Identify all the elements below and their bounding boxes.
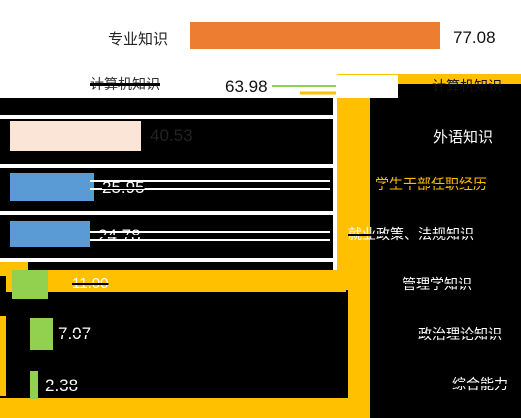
category-label-right-5: 管理学知识	[402, 274, 472, 294]
value-label-5: 24.78	[98, 226, 141, 246]
value-label-1: 77.08	[453, 28, 496, 48]
row-separator-1	[0, 115, 333, 119]
bar-8	[30, 371, 38, 399]
category-label-right-3: 学生干部任职经历	[375, 174, 487, 194]
value-label-4: 25.95	[102, 178, 145, 198]
category-label-right-1: 计算机知识	[432, 76, 502, 96]
row-separator-4	[0, 258, 333, 262]
yellow-left-edge	[0, 316, 6, 396]
category-label-right-2: 外语知识	[433, 126, 493, 147]
row-separator-2	[0, 164, 333, 168]
bar-1	[190, 22, 440, 49]
category-label-top-1: 专业知识	[108, 28, 168, 49]
category-label-right-4: 就业政策、法规知识	[348, 224, 474, 244]
value-label-3: 40.53	[150, 126, 193, 146]
bar-4	[10, 173, 94, 201]
category-label-right-6: 政治理论知识	[418, 324, 502, 344]
category-label-top-2: 计算机知识	[90, 74, 160, 94]
yellow-band-a	[6, 270, 346, 292]
row-separator-3	[0, 211, 333, 215]
bar-2	[190, 75, 210, 98]
value-label-8: 2.38	[45, 376, 78, 396]
bar-7	[30, 318, 53, 350]
yellow-band-b	[0, 398, 350, 418]
category-label-right-7: 综合能力	[452, 374, 508, 394]
value-label-6: 11.00	[72, 275, 108, 292]
value-label-7: 7.07	[58, 324, 91, 344]
bar-3	[10, 121, 141, 151]
bar-5	[10, 221, 90, 247]
value-label-2: 63.98	[225, 77, 268, 97]
bar-6	[12, 270, 48, 299]
